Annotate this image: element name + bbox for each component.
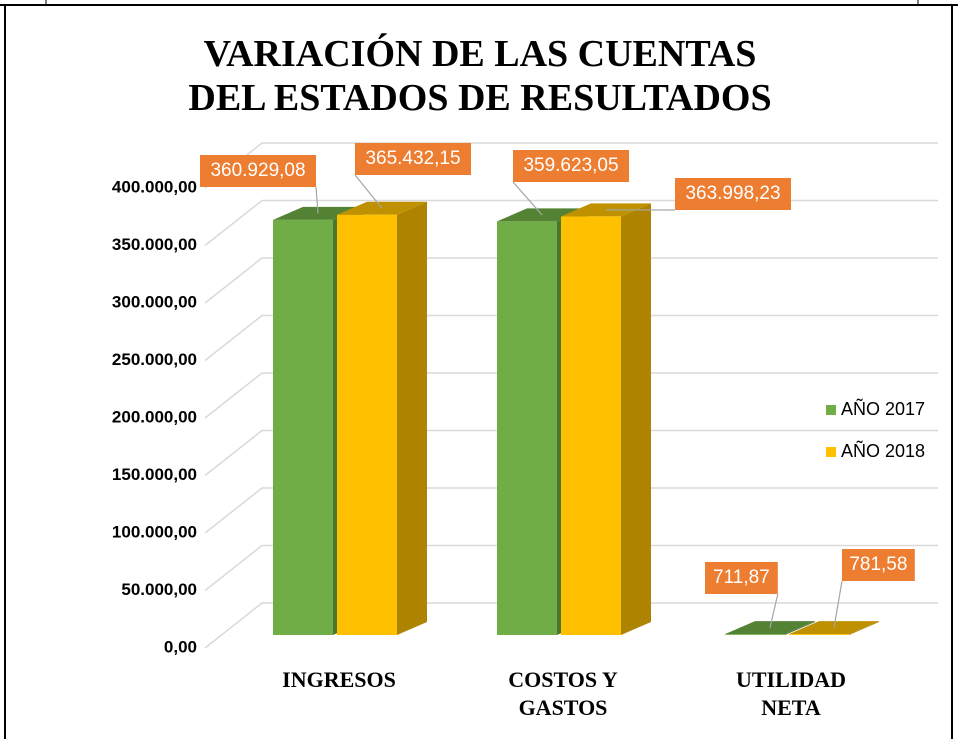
leader-line bbox=[769, 593, 779, 628]
legend-swatch bbox=[826, 447, 836, 457]
y-tick-label: 250.000,00 bbox=[112, 350, 197, 369]
leader-line bbox=[354, 174, 383, 209]
grid-line bbox=[204, 544, 938, 592]
bar bbox=[789, 634, 849, 635]
data-label-box bbox=[513, 150, 629, 182]
bar bbox=[725, 634, 785, 635]
grid-line bbox=[204, 487, 938, 534]
grid-line bbox=[204, 602, 938, 649]
data-label-box bbox=[842, 549, 915, 581]
data-label-box bbox=[675, 178, 791, 210]
y-tick-label: 150.000,00 bbox=[112, 465, 197, 484]
y-tick-label: 300.000,00 bbox=[112, 292, 197, 311]
bar-side bbox=[621, 203, 651, 635]
grid-line bbox=[204, 257, 938, 304]
x-tick-label: INGRESOS bbox=[282, 667, 396, 692]
bar-side bbox=[849, 621, 879, 635]
data-label: 365.432,15 bbox=[365, 148, 460, 169]
bar bbox=[497, 221, 557, 636]
chart-title: VARIACIÓN DE LAS CUENTAS DEL ESTADOS DE … bbox=[188, 33, 772, 119]
leader-line bbox=[512, 181, 543, 216]
legend-label: AÑO 2017 bbox=[841, 398, 925, 419]
data-label-box bbox=[200, 155, 316, 187]
y-tick-label: 400.000,00 bbox=[112, 177, 197, 196]
bar-side bbox=[785, 621, 815, 635]
data-label: 360.929,08 bbox=[210, 160, 305, 181]
y-tick-label: 50.000,00 bbox=[121, 580, 197, 599]
bar bbox=[273, 219, 333, 635]
grid-line bbox=[204, 372, 938, 419]
data-label-box bbox=[355, 143, 471, 175]
x-tick-label: COSTOS Y GASTOS bbox=[508, 667, 618, 720]
bar-side bbox=[397, 201, 427, 635]
x-tick-label: UTILIDAD NETA bbox=[735, 667, 847, 720]
leader-line bbox=[833, 580, 843, 628]
data-label: 363.998,23 bbox=[685, 183, 780, 204]
grid-line bbox=[204, 429, 938, 477]
y-tick-label: 200.000,00 bbox=[112, 407, 197, 426]
y-tick-label: 0,00 bbox=[164, 637, 197, 656]
bar bbox=[561, 216, 621, 635]
data-label-box bbox=[705, 562, 778, 594]
data-label: 781,58 bbox=[849, 554, 907, 575]
grid-line bbox=[204, 314, 938, 362]
bar bbox=[337, 214, 397, 635]
data-label: 359.623,05 bbox=[523, 155, 618, 176]
leader-line bbox=[315, 186, 319, 214]
y-tick-label: 350.000,00 bbox=[112, 235, 197, 254]
y-tick-label: 100.000,00 bbox=[112, 522, 197, 541]
legend-swatch bbox=[826, 405, 836, 415]
legend-label: AÑO 2018 bbox=[841, 440, 925, 461]
data-label: 711,87 bbox=[713, 567, 770, 588]
